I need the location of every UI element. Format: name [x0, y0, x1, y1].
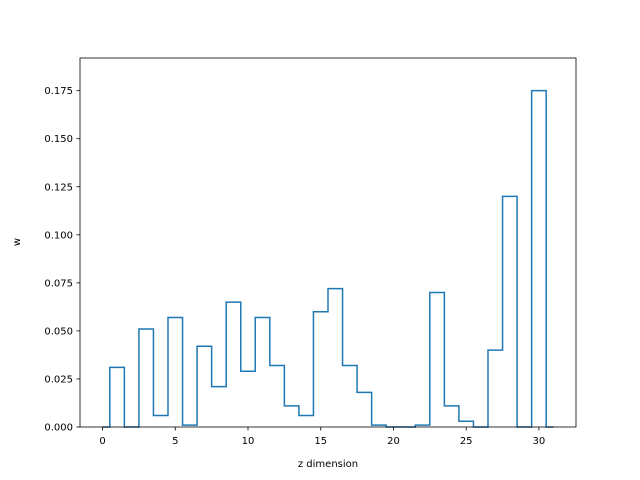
x-axis-ticks: 0 5 10 15 20 25 30	[99, 427, 545, 447]
y-axis-ticks: 0.000 0.025 0.050 0.075 0.100 0.125 0.150 0.175	[44, 86, 80, 434]
y-tick-label: 0.000	[44, 423, 73, 434]
x-tick-label: 15	[314, 436, 327, 447]
y-tick-label: 0.175	[44, 86, 73, 97]
x-axis-label: z dimension	[298, 459, 358, 470]
y-tick-label: 0.050	[44, 326, 73, 337]
x-tick-label: 30	[533, 436, 546, 447]
x-tick-label: 5	[172, 436, 178, 447]
y-tick-label: 0.025	[44, 374, 73, 385]
x-tick-label: 25	[460, 436, 473, 447]
y-tick-label: 0.150	[44, 134, 73, 145]
y-tick-label: 0.100	[44, 230, 73, 241]
plot-area	[80, 58, 576, 427]
x-tick-label: 20	[387, 436, 400, 447]
y-axis-label: w	[12, 238, 23, 246]
y-tick-label: 0.075	[44, 278, 73, 289]
y-tick-label: 0.125	[44, 182, 73, 193]
plot-frame	[79, 57, 577, 428]
x-tick-label: 0	[99, 436, 105, 447]
x-tick-label: 10	[242, 436, 255, 447]
